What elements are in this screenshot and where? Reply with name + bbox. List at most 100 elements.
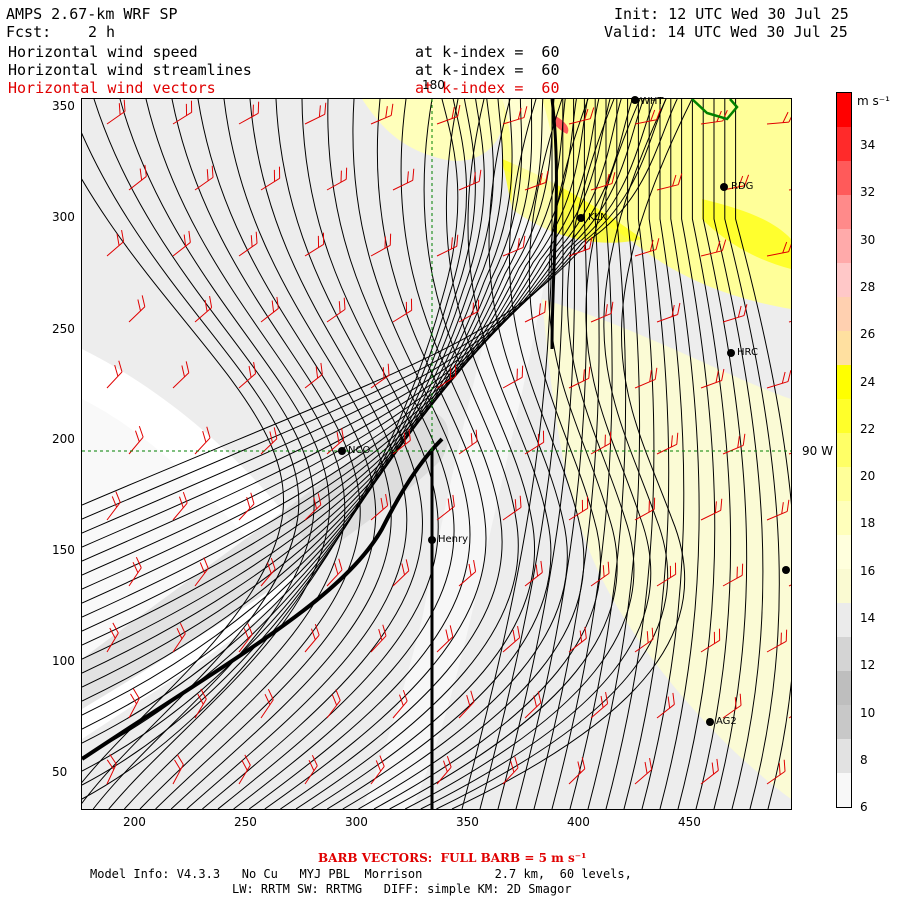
wind-map[interactable] (81, 98, 792, 810)
station-label: WHT (640, 96, 664, 107)
station-marker[interactable] (428, 536, 436, 544)
streamline (373, 99, 601, 809)
wind-barb (656, 432, 679, 455)
station-marker[interactable] (782, 566, 790, 574)
wind-barb (128, 688, 140, 719)
model-title: AMPS 2.67-km WRF SP (6, 5, 178, 23)
wind-barb (700, 628, 721, 653)
wind-barb (194, 557, 209, 587)
colorbar-label: 12 (860, 658, 876, 673)
wind-barb (238, 101, 260, 125)
wind-barb (458, 169, 482, 191)
streamline (641, 99, 685, 809)
wind-barb (392, 428, 411, 455)
streamline (264, 99, 487, 809)
streamline (420, 99, 652, 809)
map-canvas (82, 99, 791, 809)
streamline-bold (82, 437, 444, 761)
streamline (479, 99, 564, 809)
model-info: Model Info: V4.3.3 No Cu MYJ PBL Morriso… (90, 867, 632, 881)
wind-barb (304, 493, 322, 521)
colorbar-band (837, 297, 851, 332)
wind-barb (700, 239, 727, 257)
colorbar-label: 22 (860, 421, 876, 436)
streamline (82, 99, 667, 520)
streamline (82, 99, 600, 604)
streamline (202, 99, 423, 809)
colorbar-band (837, 773, 851, 807)
wind-barb (326, 297, 346, 323)
colorbar-label: 18 (860, 516, 876, 531)
wind-barb (392, 168, 415, 191)
station-marker[interactable] (577, 214, 585, 222)
station-label: HRC (737, 347, 758, 358)
colorbar-band (837, 93, 851, 128)
station-marker[interactable] (631, 96, 639, 104)
wind-barb (502, 495, 522, 521)
wind-barb (172, 622, 186, 653)
streamline (82, 99, 566, 646)
wind-barb (502, 625, 521, 653)
wind-barb (304, 362, 323, 389)
streamline (677, 99, 716, 809)
colorbar-band (837, 535, 851, 570)
x-tick-label: 350 (456, 815, 479, 829)
wind-barb (568, 757, 586, 785)
streamline (515, 99, 588, 809)
streamline (497, 99, 576, 809)
field-wind-speed-level: at k-index = 60 (415, 43, 560, 61)
wind-speed-shading (82, 99, 791, 809)
wind-barb (656, 173, 683, 191)
wind-barb (370, 755, 385, 785)
wind-barb (326, 558, 343, 587)
wind-barb (370, 103, 394, 125)
wind-barb (458, 690, 475, 719)
colorbar-band (837, 433, 851, 468)
barb-legend: BARB VECTORS: FULL BARB = 5 m s⁻¹ (318, 851, 587, 865)
wind-barb (700, 758, 719, 785)
wind-barb (634, 367, 658, 389)
streamline (533, 99, 600, 809)
wind-barb (568, 236, 593, 257)
colorbar-label: 8 (860, 752, 868, 767)
station-label: AG2 (716, 716, 737, 727)
streamline (389, 99, 618, 809)
colorbar-band (837, 127, 851, 162)
wind-barb (502, 235, 526, 257)
colorbar-band (837, 161, 851, 196)
station-marker[interactable] (338, 447, 346, 455)
valid-time: Valid: 14 UTC Wed 30 Jul 25 (604, 23, 848, 41)
wind-barb (458, 299, 480, 323)
wind-barb (722, 693, 742, 719)
wind-barb (128, 295, 146, 323)
longitude-label-90w: 90 W (802, 444, 833, 458)
longitude-label-180: 180 (422, 78, 445, 92)
wind-barb (524, 170, 549, 191)
colorbar-label: 10 (860, 705, 876, 720)
colorbar-band (837, 467, 851, 502)
streamline (82, 99, 523, 702)
wind-barb (172, 491, 188, 521)
wind-barb (458, 559, 477, 587)
station-marker[interactable] (727, 349, 735, 357)
colorbar-band (837, 331, 851, 366)
streamline (623, 99, 670, 809)
wind-barb (370, 233, 392, 257)
streamline (280, 99, 503, 809)
streamline (659, 99, 700, 809)
wind-barb (766, 499, 790, 521)
wind-barb (436, 234, 459, 257)
colorbar-label: 16 (860, 563, 876, 578)
wind-barb (370, 624, 387, 653)
y-tick-label: 250 (52, 322, 75, 336)
station-marker[interactable] (706, 718, 714, 726)
station-label: RDG (731, 181, 754, 192)
wind-barb (436, 755, 452, 785)
station-marker[interactable] (720, 183, 728, 191)
streamline (311, 99, 536, 809)
wind-barb (326, 167, 348, 191)
streamline (358, 99, 585, 809)
streamline (82, 99, 555, 660)
wind-barb (656, 562, 677, 587)
x-tick-label: 300 (345, 815, 368, 829)
